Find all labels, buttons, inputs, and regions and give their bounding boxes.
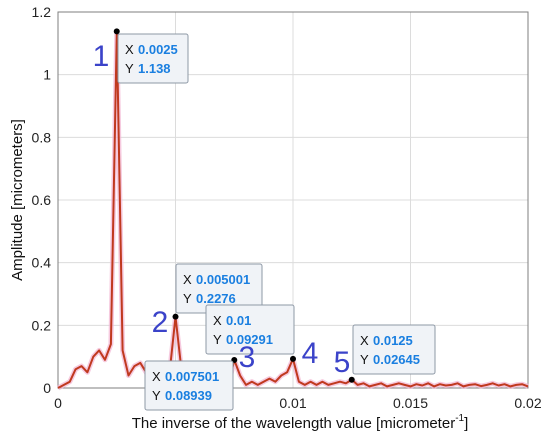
peak-marker[interactable] (290, 355, 296, 362)
peak-number-label: 3 (239, 341, 256, 374)
peak-number-label: 2 (152, 306, 169, 339)
datatip-y-key: Y (152, 388, 161, 403)
x-axis-title: The inverse of the wavelength value [mic… (132, 413, 469, 432)
datatip-x-key: X (213, 313, 222, 328)
y-tick-label: 0.4 (32, 255, 52, 271)
y-tick-label: 0.6 (32, 192, 52, 208)
x-tick-label: 0.01 (279, 395, 306, 411)
datatip-y-value: 0.08939 (165, 388, 212, 403)
x-tick-label: 0.015 (393, 395, 428, 411)
x-tick-label: 0.02 (514, 395, 541, 411)
datatip-y-value: 0.02645 (373, 352, 420, 367)
datatip-x-key: X (360, 333, 369, 348)
datatip-x-value: 0.0125 (373, 333, 413, 348)
plot-frame (57, 11, 529, 389)
datatip-box (144, 360, 234, 411)
peak-number-label: 5 (334, 346, 351, 379)
peak-marker[interactable] (172, 313, 179, 320)
datatip-y-key: Y (213, 332, 222, 347)
y-tick-label: 1.2 (32, 4, 52, 20)
peak-markers (113, 28, 355, 383)
datatip-box (117, 33, 189, 84)
y-tick-label: 0.2 (32, 317, 52, 333)
peak-marker[interactable] (113, 28, 120, 35)
y-tick-label: 0.8 (32, 129, 52, 145)
datatip-x-key: X (152, 369, 161, 384)
peak-number-label: 4 (302, 337, 319, 370)
peak-number-label: 1 (93, 40, 110, 73)
datatip-y-value: 1.138 (138, 61, 171, 76)
peak-numbers: 1 2 3 4 5 (93, 40, 351, 379)
datatip-y-value: 0.2276 (196, 291, 236, 306)
y-tick-label: 1 (43, 67, 51, 83)
datatip-x-value: 0.007501 (165, 369, 219, 384)
datatip-x-value: 0.005001 (196, 272, 250, 287)
y-axis-title: Amplitude [micrometers] (9, 119, 26, 281)
datatip-x-key: X (125, 42, 134, 57)
datatip-y-key: Y (360, 352, 369, 367)
datatip-x-value: 0.0025 (138, 42, 178, 57)
datatip-box (352, 324, 436, 375)
peak-marker[interactable] (348, 376, 355, 383)
x-axis-title-superscript: -1 (455, 413, 464, 424)
y-tick-label: 0 (43, 380, 51, 396)
datatip-x-key: X (183, 272, 192, 287)
x-axis-title-end: ] (464, 415, 468, 432)
datatip-x-value: 0.01 (226, 313, 251, 328)
datatip-y-key: Y (125, 61, 134, 76)
x-tick-label: 0 (54, 395, 62, 411)
datatip-y-key: Y (183, 291, 192, 306)
datatip-y-value: 0.09291 (226, 332, 273, 347)
datatip-box (205, 304, 295, 355)
x-axis-title-main: The inverse of the wavelength value [mic… (132, 415, 456, 432)
